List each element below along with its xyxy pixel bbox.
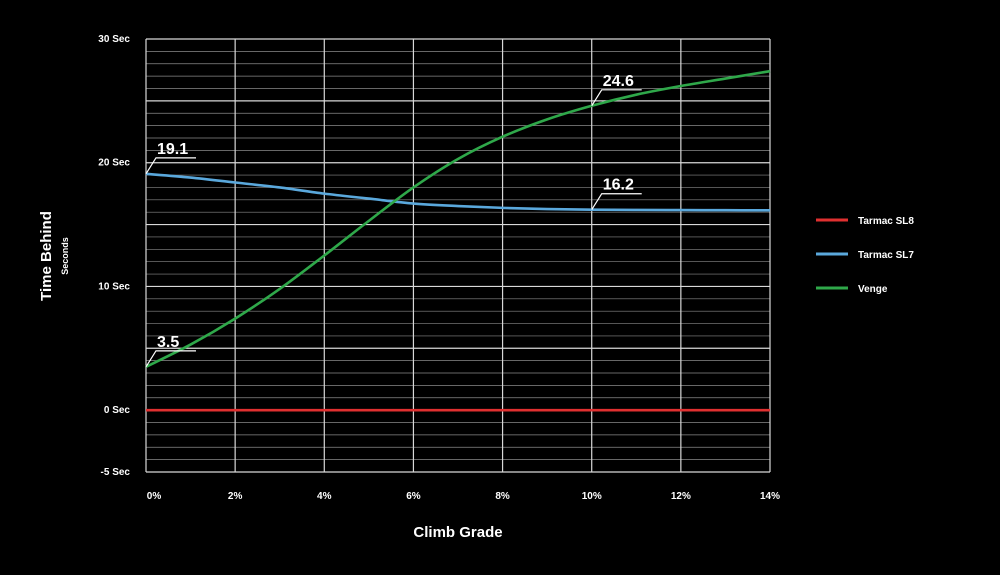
legend: Tarmac SL8 Tarmac SL7 Venge (816, 216, 914, 295)
y-tick-label: 30 Sec (98, 34, 130, 45)
x-tick-label: 10% (582, 491, 602, 502)
annotation-label: 16.2 (603, 177, 634, 194)
y-tick-label: 20 Sec (98, 158, 130, 169)
x-tick-label: 12% (671, 491, 691, 502)
y-tick-label: -5 Sec (101, 467, 131, 478)
x-tick-label: 8% (495, 491, 510, 502)
annotations: 19.1 3.5 24.6 16.2 (145, 73, 642, 368)
x-tick-label: 0% (147, 491, 162, 502)
annotation-label: 19.1 (157, 141, 188, 158)
annotation-leader (591, 89, 642, 107)
annotation-label: 24.6 (603, 73, 634, 90)
legend-entry: Tarmac SL8 (858, 216, 914, 227)
annotation-leader (591, 193, 642, 211)
y-tick-label: 0 Sec (104, 405, 131, 416)
series-line-venge (145, 69, 771, 369)
series-line-tarmac-sl7 (145, 172, 771, 212)
x-tick-label: 2% (228, 491, 243, 502)
legend-entry: Venge (858, 284, 888, 295)
annotation-label: 3.5 (157, 334, 179, 351)
annotation-leader (145, 157, 196, 175)
series-lines (145, 69, 771, 412)
x-axis-ticks: 0% 2% 4% 6% 8% 10% 12% 14% (147, 491, 780, 502)
y-axis-label: Time Behind (38, 211, 55, 301)
legend-entry: Tarmac SL7 (858, 250, 914, 261)
y-axis-ticks: 30 Sec 20 Sec 10 Sec 0 Sec -5 Sec (98, 34, 130, 478)
x-axis-label: Climb Grade (413, 524, 502, 541)
x-tick-label: 4% (317, 491, 332, 502)
y-axis-sublabel: Seconds (60, 237, 70, 275)
grid (145, 38, 771, 473)
x-tick-label: 6% (406, 491, 421, 502)
x-tick-label: 14% (760, 491, 780, 502)
annotation-leader (145, 350, 196, 368)
y-tick-label: 10 Sec (98, 281, 130, 292)
